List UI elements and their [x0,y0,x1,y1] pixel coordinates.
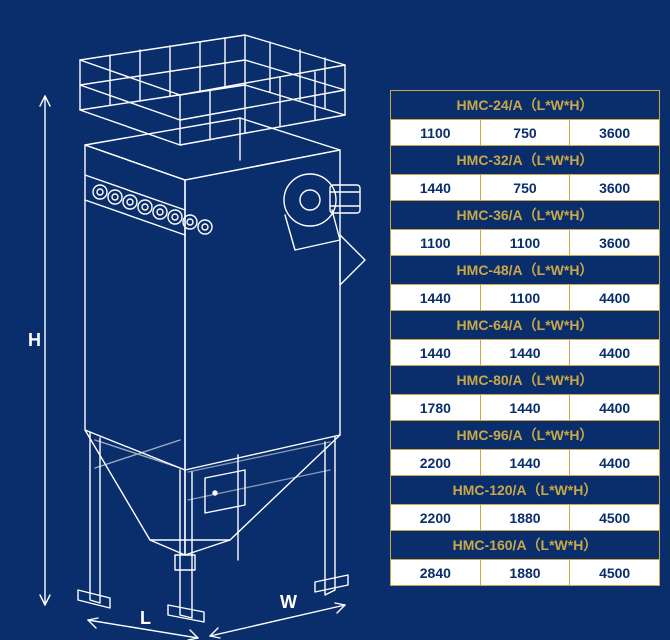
dim-label-l: L [140,608,151,629]
cell-w: 750 [480,175,570,201]
table-row: 178014404400 [391,395,660,421]
table-row: 11007503600 [391,120,660,146]
cell-h: 3600 [570,120,660,146]
model-header: HMC-32/A（L*W*H） [391,146,660,175]
cell-h: 4500 [570,505,660,531]
dust-collector-drawing [0,0,390,640]
cell-w: 1100 [480,230,570,256]
table-header-row: HMC-96/A（L*W*H） [391,421,660,450]
table-row: 284018804500 [391,560,660,586]
cell-l: 1440 [391,175,481,201]
spec-table: HMC-24/A（L*W*H）11007503600HMC-32/A（L*W*H… [390,90,660,586]
cell-w: 1880 [480,505,570,531]
table-row: 110011003600 [391,230,660,256]
table-header-row: HMC-48/A（L*W*H） [391,256,660,285]
model-header: HMC-64/A（L*W*H） [391,311,660,340]
cell-l: 2200 [391,450,481,476]
cell-h: 4400 [570,450,660,476]
table-header-row: HMC-36/A（L*W*H） [391,201,660,230]
model-header: HMC-36/A（L*W*H） [391,201,660,230]
table-row: 14407503600 [391,175,660,201]
table-row: 144011004400 [391,285,660,311]
cell-w: 750 [480,120,570,146]
spec-table-container: HMC-24/A（L*W*H）11007503600HMC-32/A（L*W*H… [390,90,660,586]
table-header-row: HMC-32/A（L*W*H） [391,146,660,175]
cell-h: 4400 [570,340,660,366]
table-header-row: HMC-160/A（L*W*H） [391,531,660,560]
table-header-row: HMC-24/A（L*W*H） [391,91,660,120]
cell-l: 1100 [391,230,481,256]
cell-w: 1100 [480,285,570,311]
cell-l: 1780 [391,395,481,421]
model-header: HMC-96/A（L*W*H） [391,421,660,450]
table-header-row: HMC-64/A（L*W*H） [391,311,660,340]
model-header: HMC-48/A（L*W*H） [391,256,660,285]
cell-l: 1100 [391,120,481,146]
cell-h: 4500 [570,560,660,586]
cell-h: 3600 [570,230,660,256]
model-header: HMC-160/A（L*W*H） [391,531,660,560]
dim-label-h: H [28,330,41,351]
cell-w: 1440 [480,450,570,476]
table-row: 220018804500 [391,505,660,531]
equipment-diagram: H L W [0,0,390,640]
cell-l: 1440 [391,285,481,311]
table-header-row: HMC-120/A（L*W*H） [391,476,660,505]
model-header: HMC-24/A（L*W*H） [391,91,660,120]
cell-w: 1880 [480,560,570,586]
model-header: HMC-120/A（L*W*H） [391,476,660,505]
cell-w: 1440 [480,340,570,366]
cell-h: 3600 [570,175,660,201]
table-row: 144014404400 [391,340,660,366]
model-header: HMC-80/A（L*W*H） [391,366,660,395]
cell-l: 1440 [391,340,481,366]
cell-h: 4400 [570,285,660,311]
cell-w: 1440 [480,395,570,421]
dim-label-w: W [280,592,297,613]
table-row: 220014404400 [391,450,660,476]
cell-l: 2200 [391,505,481,531]
cell-l: 2840 [391,560,481,586]
table-header-row: HMC-80/A（L*W*H） [391,366,660,395]
cell-h: 4400 [570,395,660,421]
